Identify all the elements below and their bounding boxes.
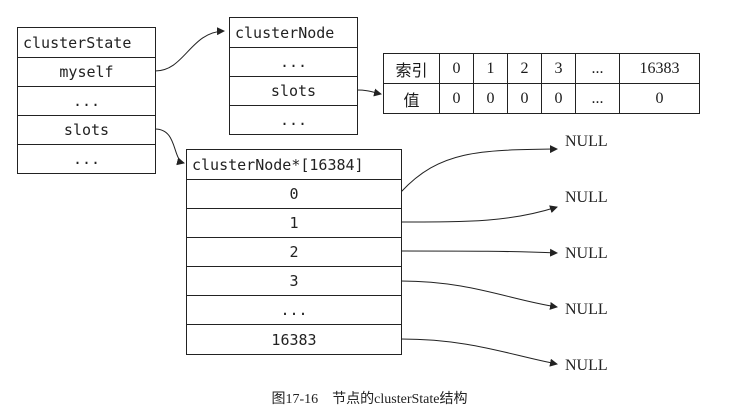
cluster-state-field-myself: myself bbox=[18, 57, 155, 86]
node-pointer-array: clusterNode*[16384] 0 1 2 3 ... 16383 bbox=[186, 149, 402, 355]
node-array-slot-16383: 16383 bbox=[187, 324, 401, 354]
cluster-state-field-ellipsis: ... bbox=[18, 86, 155, 115]
cluster-state-field-slots: slots bbox=[18, 115, 155, 144]
cluster-node-title: clusterNode bbox=[235, 23, 335, 42]
arrow-row-1-to-null bbox=[400, 205, 558, 223]
table-cell: 2 bbox=[507, 53, 542, 84]
table-cell: 1 bbox=[473, 53, 508, 84]
table-cell: 0 bbox=[439, 53, 474, 84]
arrow-slots-to-node-array bbox=[154, 128, 185, 166]
cluster-node-field-ellipsis: ... bbox=[230, 47, 357, 76]
value-header: 值 bbox=[383, 83, 440, 114]
table-cell: 0 bbox=[439, 83, 474, 114]
cluster-node-field-slots: slots bbox=[230, 76, 357, 105]
node-array-slot-0: 0 bbox=[187, 179, 401, 208]
table-cell: 3 bbox=[541, 53, 576, 84]
arrow-myself-to-clusternode bbox=[154, 27, 225, 72]
cluster-node-field-ellipsis: ... bbox=[230, 105, 357, 134]
arrow-row-2-to-null bbox=[400, 248, 558, 257]
node-array-slot-ellipsis: ... bbox=[187, 295, 401, 324]
null-label: NULL bbox=[565, 301, 608, 318]
node-array-title: clusterNode*[16384] bbox=[192, 155, 364, 174]
arrow-slots-to-table bbox=[356, 88, 382, 97]
cluster-state-struct: clusterState myself ... slots ... bbox=[17, 27, 156, 174]
slots-bitmap-table: 索引 0 1 2 3 ... 16383 值 0 0 0 0 ... 0 bbox=[383, 53, 700, 114]
table-cell: 0 bbox=[619, 83, 700, 114]
null-label: NULL bbox=[565, 245, 608, 262]
index-header: 索引 bbox=[383, 53, 440, 84]
table-cell: ... bbox=[575, 53, 620, 84]
figure-caption: 图17-16 节点的clusterState结构 bbox=[271, 392, 468, 407]
table-cell: 0 bbox=[541, 83, 576, 114]
table-cell: ... bbox=[575, 83, 620, 114]
null-label: NULL bbox=[565, 357, 608, 374]
node-array-slot-1: 1 bbox=[187, 208, 401, 237]
node-array-slot-3: 3 bbox=[187, 266, 401, 295]
null-label: NULL bbox=[565, 133, 608, 150]
table-cell: 0 bbox=[507, 83, 542, 114]
arrow-row-0-to-null bbox=[400, 145, 558, 193]
table-cell: 0 bbox=[473, 83, 508, 114]
table-row-value: 值 0 0 0 0 ... 0 bbox=[383, 83, 700, 114]
null-label: NULL bbox=[565, 189, 608, 206]
cluster-state-field-ellipsis: ... bbox=[18, 144, 155, 173]
table-row-index: 索引 0 1 2 3 ... 16383 bbox=[383, 53, 700, 84]
arrow-row-3-to-null bbox=[400, 280, 558, 310]
node-array-slot-2: 2 bbox=[187, 237, 401, 266]
arrow-row-16383-to-null bbox=[400, 338, 558, 367]
cluster-node-struct: clusterNode ... slots ... bbox=[229, 17, 358, 135]
table-cell: 16383 bbox=[619, 53, 700, 84]
cluster-state-title: clusterState bbox=[23, 33, 132, 52]
